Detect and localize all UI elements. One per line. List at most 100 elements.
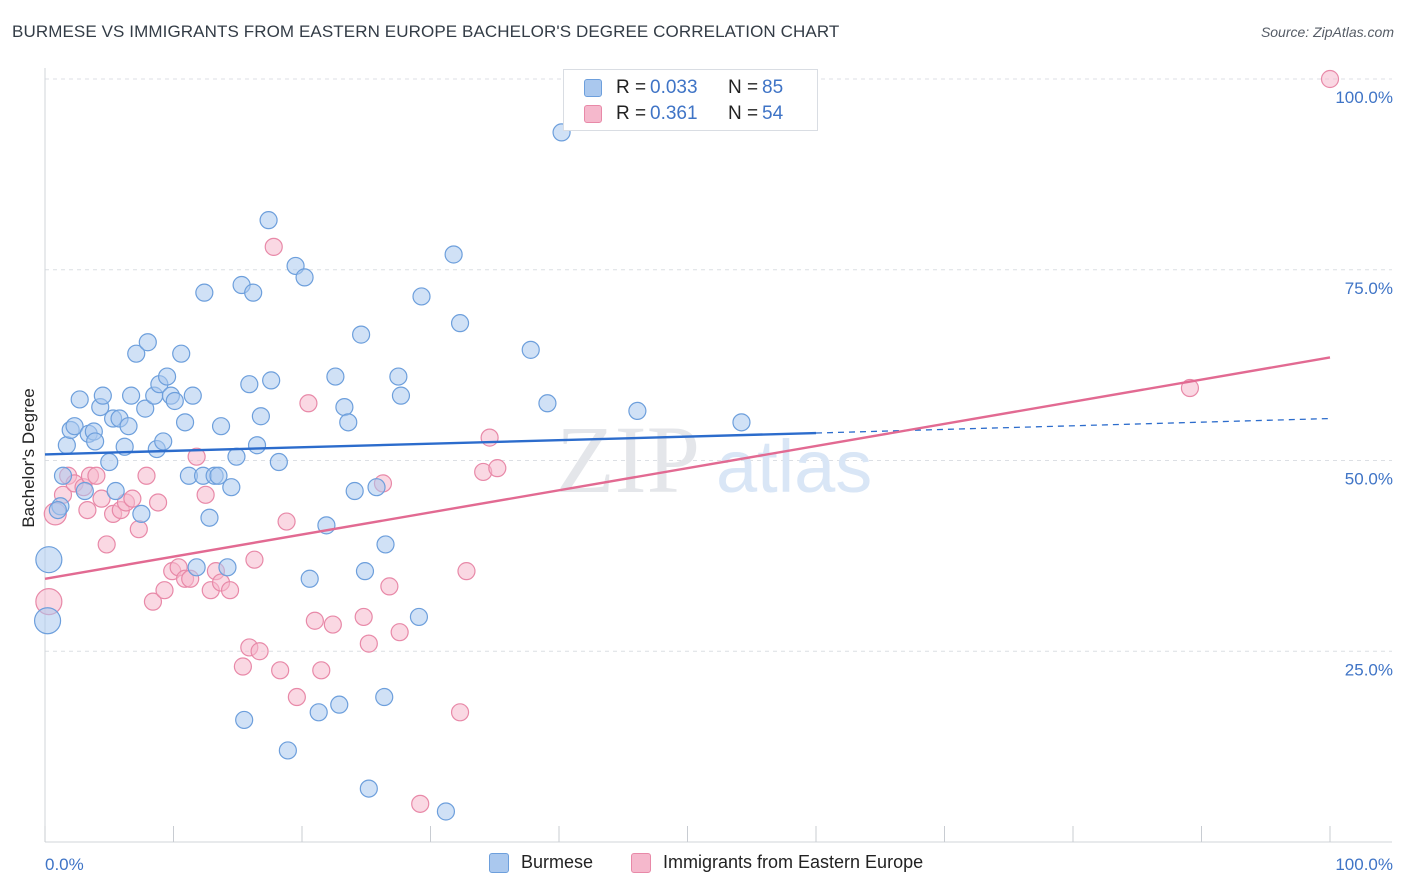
burmese-point [121, 386, 141, 405]
burmese-point [175, 413, 195, 432]
y-tick-label: 100.0% [1335, 88, 1393, 107]
burmese-point [119, 417, 138, 436]
eastern-europe-point [1180, 378, 1200, 398]
eastern-europe-point [148, 493, 168, 512]
series-legend: Burmese Immigrants from Eastern Europe [0, 852, 1406, 878]
burmese-point [106, 481, 125, 501]
burmese-point [436, 802, 456, 821]
burmese-point [335, 397, 354, 417]
burmese-point [218, 558, 237, 577]
n-value: 54 [762, 103, 784, 124]
burmese-point [195, 283, 214, 302]
eastern-europe-point [359, 634, 378, 653]
eastern-europe-point [287, 687, 306, 707]
burmese-point [65, 417, 84, 436]
burmese-point [154, 432, 173, 451]
burmese-point [93, 386, 112, 405]
burmese-point [389, 367, 408, 386]
eastern-europe-point [264, 237, 283, 256]
eastern-europe-trend-line [44, 356, 1331, 580]
burmese-point [330, 695, 349, 714]
y-axis-label: Bachelor's Degree [19, 388, 38, 527]
eastern-europe-point [450, 703, 470, 722]
burmese-point [326, 367, 345, 386]
burmese-point [247, 436, 267, 455]
burmese-point [359, 779, 378, 798]
r-label: R = [616, 103, 647, 124]
burmese-point [48, 500, 67, 520]
watermark-zip: ZIP [556, 406, 700, 513]
eastern-europe-point [488, 459, 507, 478]
eastern-europe-point [411, 794, 430, 813]
x-tick-labels: 0.0% 100.0% [45, 855, 1393, 874]
x-tick-label: 100.0% [1335, 855, 1393, 874]
r-label: R = [616, 77, 647, 98]
eastern-europe-point [312, 661, 331, 680]
burmese-point [200, 508, 219, 527]
y-tick-label: 50.0% [1345, 470, 1393, 489]
eastern-europe-point [305, 611, 324, 630]
r-value: 0.033 [650, 77, 698, 98]
burmese-point [412, 287, 431, 306]
y-tick-labels: 25.0% 50.0% 75.0% 100.0% [1335, 88, 1393, 679]
trend-lines [44, 356, 1331, 580]
eastern-europe-point [220, 581, 240, 600]
burmese-point [295, 268, 314, 287]
burmese-point [376, 535, 395, 554]
eastern-europe-point [155, 581, 174, 600]
eastern-europe-point [323, 615, 342, 634]
legend-label-burmese: Burmese [521, 852, 594, 872]
burmese-point [136, 399, 155, 418]
eastern-europe-point [271, 661, 290, 680]
eastern-europe-point [196, 485, 215, 504]
burmese-point [57, 436, 76, 455]
burmese-point [222, 478, 241, 497]
burmese-point [251, 407, 270, 426]
y-tick-label: 25.0% [1345, 660, 1393, 679]
burmese-point [244, 283, 263, 302]
burmese-trend-line [44, 431, 817, 456]
eastern-europe-point [457, 562, 476, 581]
eastern-europe-point [143, 592, 163, 611]
y-tick-label: 75.0% [1345, 279, 1393, 298]
legend-item-burmese[interactable]: Burmese [489, 852, 593, 873]
burmese-point [86, 432, 105, 451]
eastern-europe-point [480, 428, 499, 447]
eastern-europe-point [92, 489, 111, 508]
eastern-europe-point [380, 577, 399, 596]
burmese-point [355, 562, 375, 581]
burmese-point [339, 413, 358, 432]
burmese-point [157, 367, 177, 386]
eastern-europe-point [233, 657, 252, 676]
burmese-point [345, 481, 364, 501]
burmese-swatch [584, 79, 602, 97]
watermark-atlas: atlas [716, 425, 872, 508]
burmese-point [127, 344, 146, 363]
burmese-point [235, 710, 254, 730]
burmese-point [521, 340, 540, 359]
watermark: ZIP atlas [556, 406, 872, 513]
burmese-point [732, 413, 751, 432]
legend-stats: R = 0.033 N = 85 R = 0.361 N = 54 [563, 69, 818, 131]
burmese-point [375, 687, 394, 707]
chart-source: Source: ZipAtlas.com [1260, 24, 1394, 40]
burmese-point [300, 569, 319, 588]
burmese-point [35, 546, 63, 574]
legend-row-burmese: R = 0.033 N = 85 [584, 76, 783, 100]
burmese-point [183, 386, 202, 405]
burmese-point [409, 607, 429, 627]
eastern-europe-point [299, 394, 318, 413]
burmese-point [269, 452, 288, 472]
burmese-point [75, 481, 94, 501]
burmese-point [132, 504, 151, 524]
eastern-europe-point [354, 607, 373, 627]
legend-item-eastern-europe[interactable]: Immigrants from Eastern Europe [631, 852, 923, 873]
burmese-point [33, 607, 62, 635]
eastern-europe-swatch [631, 852, 651, 873]
axes [44, 68, 1392, 843]
burmese-point [278, 741, 297, 760]
burmese-point [211, 417, 231, 436]
burmese-point [450, 314, 470, 333]
eastern-europe-swatch [584, 105, 602, 123]
